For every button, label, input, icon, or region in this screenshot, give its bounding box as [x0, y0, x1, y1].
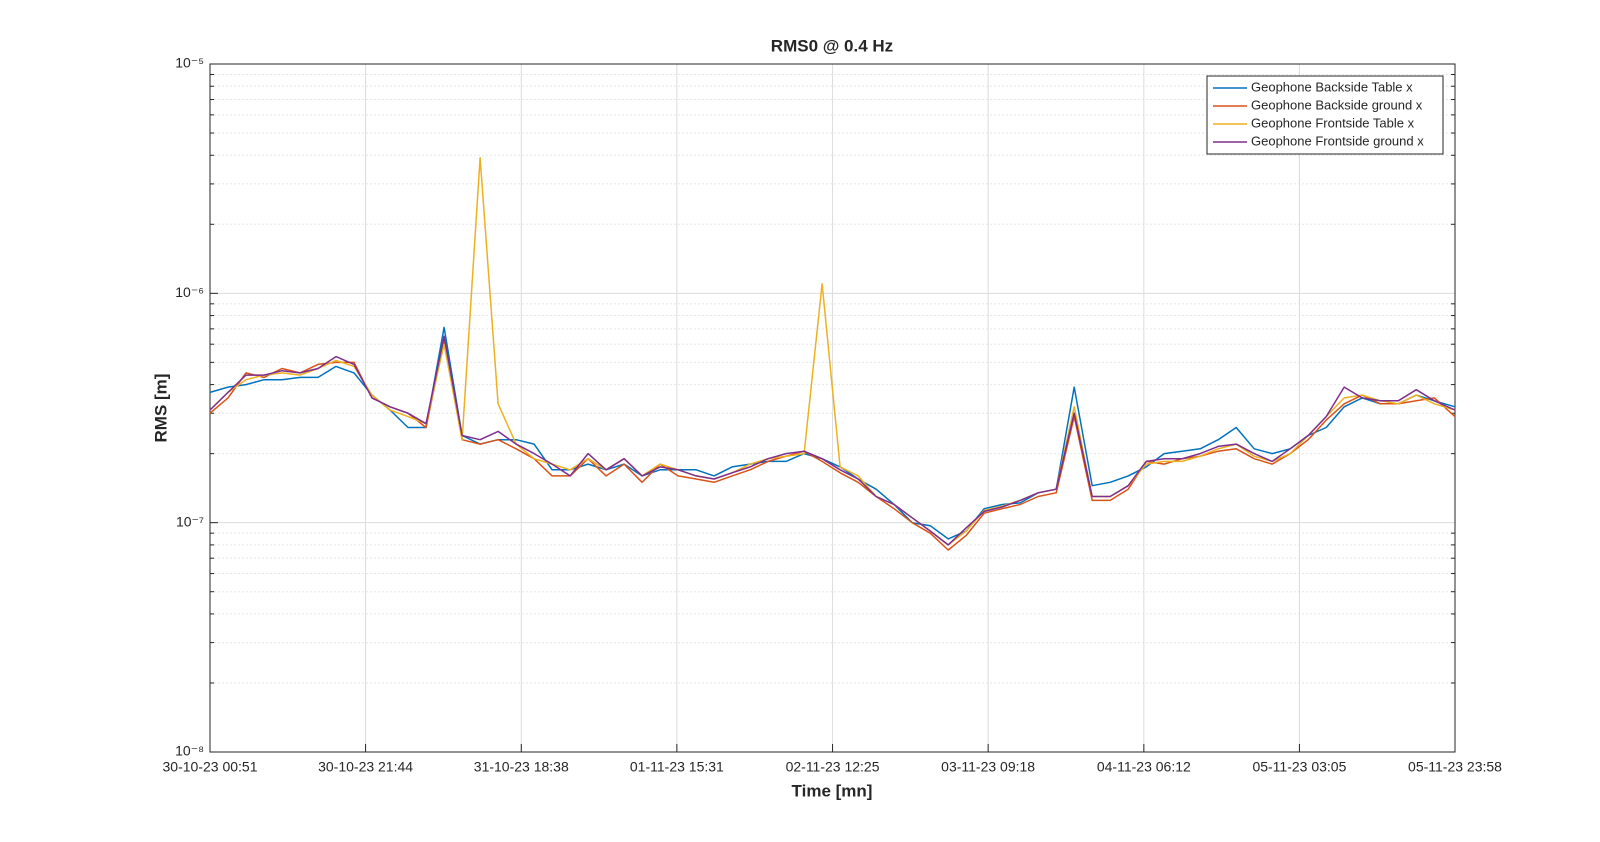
x-tick-label: 31-10-23 18:38 — [474, 759, 569, 775]
x-axis-label: Time [mn] — [792, 781, 873, 800]
y-tick-label: 10⁻⁵ — [175, 55, 204, 71]
legend-label: Geophone Backside ground x — [1251, 97, 1423, 112]
x-tick-label: 05-11-23 03:05 — [1252, 759, 1346, 775]
x-tick-label: 03-11-23 09:18 — [941, 759, 1035, 775]
x-tick-label: 05-11-23 23:58 — [1408, 759, 1502, 775]
data-line — [209, 326, 1456, 540]
x-tick-label: 01-11-23 15:31 — [630, 759, 724, 775]
legend-label: Geophone Backside Table x — [1251, 79, 1413, 94]
y-tick-label: 10⁻⁷ — [176, 513, 204, 529]
x-tick-label: 30-10-23 00:51 — [163, 759, 258, 775]
legend-box — [1206, 75, 1444, 155]
legend: Geophone Backside Table x Geophone Backsi… — [1206, 75, 1444, 155]
x-tick-label: 02-11-23 12:25 — [786, 759, 880, 775]
chart-title: RMS0 @ 0.4 Hz — [771, 36, 893, 55]
legend-label: Geophone Frontside Table x — [1251, 115, 1415, 130]
x-tick-label: 04-11-23 06:12 — [1097, 759, 1191, 775]
x-tick-label: 30-10-23 21:44 — [318, 759, 413, 775]
data-line — [209, 335, 1456, 546]
plot-frame — [209, 63, 1456, 753]
legend-label: Geophone Frontside ground x — [1251, 133, 1424, 148]
y-tick-label: 10⁻⁶ — [175, 284, 204, 300]
data-line — [209, 157, 1456, 546]
y-tick-label: 10⁻⁸ — [175, 743, 204, 759]
y-axis-label: RMS [m] — [151, 374, 170, 443]
